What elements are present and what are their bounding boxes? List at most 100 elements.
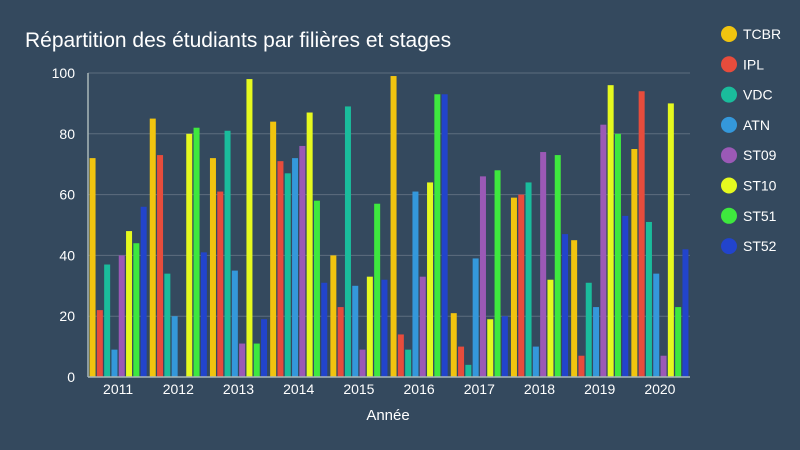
x-tick-label: 2011 (103, 381, 133, 397)
axes (87, 73, 690, 378)
bar-vdc-2012 (164, 273, 171, 377)
legend-label: ST52 (743, 238, 777, 254)
bar-ipl-2016 (397, 334, 404, 377)
legend-item-st10: ST10 (721, 177, 777, 194)
x-tick-label: 2020 (644, 381, 675, 397)
legend-label: TCBR (743, 26, 781, 42)
bar-atn-2012 (171, 316, 178, 377)
legend-label: VDC (743, 87, 773, 103)
bar-st52-2020 (682, 249, 689, 377)
bar-tcbr-2019 (571, 240, 578, 377)
bar-st10-2017 (487, 319, 494, 377)
bar-vdc-2016 (405, 349, 412, 377)
bar-ipl-2015 (337, 307, 344, 377)
bar-ipl-2013 (217, 191, 224, 377)
legend-swatch (721, 86, 737, 103)
bar-st09-2020 (660, 355, 667, 377)
legend-item-vdc: VDC (721, 86, 773, 103)
bar-tcbr-2018 (510, 197, 517, 377)
bar-ipl-2014 (277, 161, 284, 377)
bar-st51-2020 (675, 307, 682, 377)
legend-label: ATN (743, 117, 770, 133)
bar-st52-2018 (562, 234, 569, 377)
bar-st52-2011 (140, 206, 147, 377)
x-tick-label: 2018 (524, 381, 555, 397)
bar-st52-2016 (441, 94, 448, 377)
legend-item-ipl: IPL (721, 56, 764, 73)
bar-st09-2018 (540, 152, 547, 377)
legend-label: ST10 (743, 178, 777, 194)
bar-vdc-2017 (465, 364, 472, 377)
bar-atn-2020 (653, 273, 660, 377)
bar-st52-2019 (622, 215, 629, 377)
bar-st52-2013 (261, 319, 268, 377)
y-tick-label: 0 (67, 369, 75, 385)
legend-item-atn: ATN (721, 117, 770, 133)
legend: TCBR IPL VDC ATN ST09 ST10 ST51 ST52 (721, 26, 781, 255)
legend-item-st51: ST51 (721, 207, 777, 224)
bar-st10-2012 (186, 133, 193, 377)
y-tick-label: 60 (59, 187, 75, 203)
x-axis-title: Année (366, 407, 409, 424)
bar-st10-2019 (607, 85, 614, 377)
legend-label: IPL (743, 56, 764, 72)
bar-tcbr-2015 (330, 255, 337, 377)
bar-st51-2015 (374, 203, 381, 377)
y-tick-label: 80 (59, 126, 75, 142)
bar-st10-2015 (366, 276, 373, 377)
legend-swatch (721, 238, 737, 255)
bar-st09-2011 (118, 255, 125, 377)
x-tick-label: 2019 (584, 381, 615, 397)
bar-vdc-2018 (525, 182, 532, 377)
bar-st51-2012 (193, 127, 200, 377)
bar-st09-2019 (600, 124, 607, 378)
bar-tcbr-2012 (149, 118, 156, 377)
bar-atn-2011 (111, 349, 118, 377)
bar-atn-2014 (292, 158, 299, 377)
y-tick-label: 20 (59, 308, 75, 324)
bar-tcbr-2020 (631, 149, 638, 377)
legend-label: ST51 (743, 208, 777, 224)
bar-tcbr-2011 (89, 158, 96, 377)
legend-swatch (721, 147, 737, 164)
legend-item-st09: ST09 (721, 147, 777, 164)
bar-tcbr-2014 (270, 121, 277, 377)
bar-st09-2015 (359, 349, 366, 377)
bar-ipl-2019 (578, 355, 585, 377)
bar-atn-2015 (352, 285, 359, 377)
bar-vdc-2019 (585, 282, 592, 377)
bar-vdc-2020 (645, 221, 652, 377)
grid-lines (88, 72, 690, 317)
bar-st52-2012 (200, 252, 207, 377)
bars (89, 76, 689, 378)
legend-swatch (721, 56, 737, 73)
bar-st51-2017 (494, 170, 501, 377)
bar-st10-2018 (547, 279, 554, 377)
legend-swatch (721, 177, 737, 194)
bar-st09-2013 (239, 343, 246, 377)
bar-st09-2016 (419, 276, 426, 377)
x-tick-label: 2015 (343, 381, 374, 397)
y-tick-labels: 0 20 40 60 80 100 (52, 65, 76, 385)
bar-st10-2016 (427, 182, 434, 377)
bar-st51-2019 (614, 133, 621, 377)
bar-vdc-2011 (104, 264, 111, 377)
x-tick-label: 2017 (464, 381, 495, 397)
x-tick-labels: 2011 2012 2013 2014 2015 2016 2017 2018 2019 2020 (103, 381, 676, 397)
bar-atn-2018 (532, 346, 539, 377)
bar-atn-2013 (231, 270, 238, 377)
bar-atn-2016 (412, 191, 419, 377)
bar-vdc-2013 (224, 130, 231, 377)
legend-item-tcbr: TCBR (721, 26, 781, 42)
x-tick-label: 2013 (223, 381, 254, 397)
x-tick-label: 2012 (163, 381, 194, 397)
bar-ipl-2017 (458, 346, 465, 377)
bar-st52-2015 (381, 279, 388, 377)
bar-st10-2020 (667, 103, 674, 378)
bar-ipl-2018 (518, 194, 525, 377)
bar-st51-2013 (253, 343, 260, 377)
x-tick-label: 2016 (404, 381, 435, 397)
bar-st10-2014 (306, 112, 313, 378)
bar-st51-2011 (133, 243, 140, 377)
